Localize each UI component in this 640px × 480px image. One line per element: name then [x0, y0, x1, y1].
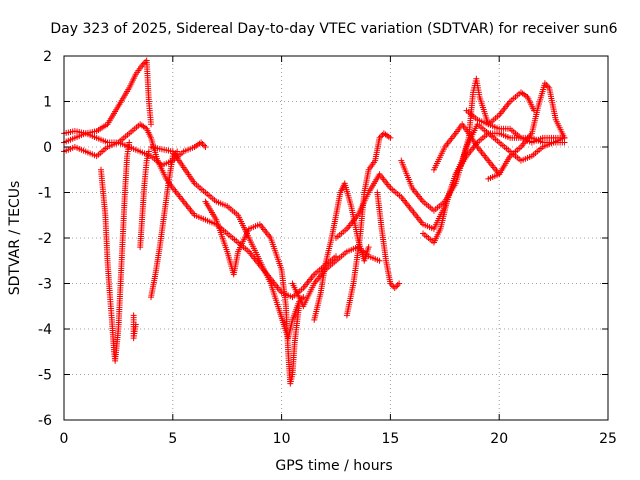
y-tick-label: -5 [38, 368, 52, 384]
data-point [561, 134, 568, 141]
y-tick-label: 0 [43, 140, 52, 156]
y-tick-label: 2 [43, 49, 52, 65]
data-point [199, 140, 206, 147]
x-axis-label: GPS time / hours [275, 458, 392, 474]
data-point [531, 107, 538, 114]
data-point [393, 283, 400, 290]
data-point [365, 244, 372, 251]
data-series-trace-f [137, 148, 152, 251]
data-series-trace-n [374, 189, 403, 292]
x-tick-label: 5 [168, 431, 177, 447]
data-point [300, 294, 307, 301]
data-series-trace-g [148, 148, 181, 301]
x-tick-label: 10 [273, 431, 291, 447]
data-series-trace-a [61, 57, 155, 137]
data-point [202, 144, 209, 150]
data-point [126, 139, 133, 146]
data-series-trace-j [289, 244, 383, 310]
data-point [132, 321, 139, 328]
y-tick-label: -1 [38, 186, 52, 202]
data-point [140, 60, 147, 67]
y-tick-label: 1 [43, 95, 52, 111]
x-tick-label: 0 [60, 431, 69, 447]
y-tick-label: -2 [38, 231, 52, 247]
data-series-trace-d [97, 139, 133, 364]
data-point [496, 171, 503, 178]
x-tick-label: 25 [599, 431, 617, 447]
data-point [148, 121, 155, 128]
data-series-trace-h [148, 144, 307, 342]
chart-title: Day 323 of 2025, Sidereal Day-to-day VTE… [50, 21, 617, 37]
data-point [145, 148, 152, 155]
data-point [396, 280, 403, 287]
y-tick-label: -4 [38, 322, 52, 338]
y-tick-label: -6 [38, 413, 52, 429]
x-tick-label: 20 [490, 431, 508, 447]
data-point [376, 257, 383, 264]
data-point [391, 285, 398, 292]
data-series-trace-p [420, 75, 568, 246]
y-tick-label: -3 [38, 277, 52, 293]
data-point [387, 134, 394, 141]
data-series-trace-k [311, 180, 372, 323]
x-tick-label: 15 [381, 431, 399, 447]
data-series-trace-i [202, 198, 303, 387]
axis-layer: 0 5 10 15 20 25 -6 -5 -4 -3 -2 -1 0 1 2 [38, 49, 617, 447]
data-series-trace-s [430, 121, 503, 178]
data-series-trace-r [463, 89, 538, 128]
data-point [394, 282, 401, 289]
data-series-trace-l [343, 130, 394, 319]
data-series-trace-e [130, 312, 139, 342]
data-layer [61, 57, 568, 387]
y-axis-label: SDTVAR / TECUs [7, 181, 23, 296]
